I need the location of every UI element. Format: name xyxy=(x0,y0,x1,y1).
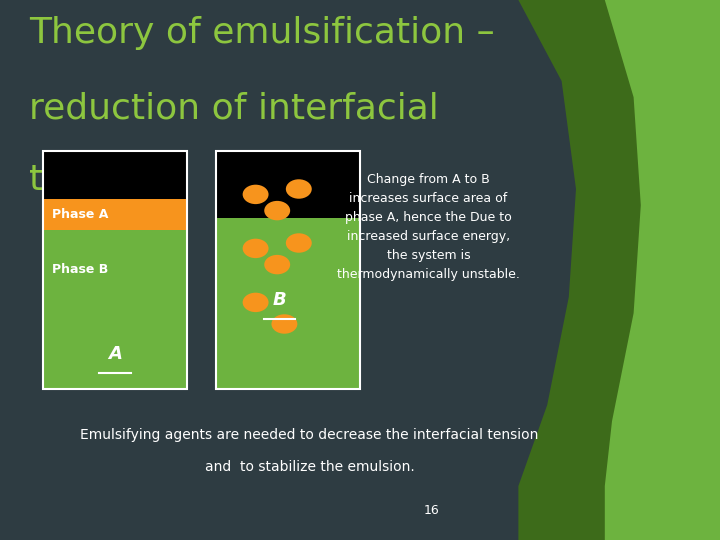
Bar xyxy=(43,151,187,389)
Circle shape xyxy=(264,201,290,220)
Text: B: B xyxy=(272,291,287,309)
Bar xyxy=(43,151,187,199)
Text: A: A xyxy=(108,345,122,363)
Circle shape xyxy=(243,239,269,258)
Circle shape xyxy=(271,314,297,334)
Text: Emulsifying agents are needed to decrease the interfacial tension: Emulsifying agents are needed to decreas… xyxy=(81,428,539,442)
Circle shape xyxy=(286,179,312,199)
Polygon shape xyxy=(518,0,720,540)
Bar xyxy=(43,230,187,389)
Text: Phase B: Phase B xyxy=(52,263,108,276)
Text: Phase A: Phase A xyxy=(52,208,108,221)
Circle shape xyxy=(243,293,269,312)
Text: and  to stabilize the emulsion.: and to stabilize the emulsion. xyxy=(204,460,415,474)
Bar xyxy=(216,151,360,389)
Text: 16: 16 xyxy=(424,504,440,517)
Text: reduction of interfacial: reduction of interfacial xyxy=(29,92,438,126)
Circle shape xyxy=(264,255,290,274)
Polygon shape xyxy=(605,0,720,540)
Bar xyxy=(216,151,360,218)
Bar xyxy=(43,199,187,230)
Bar xyxy=(216,218,360,389)
Text: Change from A to B
increases surface area of
phase A, hence the Due to
increased: Change from A to B increases surface are… xyxy=(337,173,520,281)
Circle shape xyxy=(286,233,312,253)
Text: Theory of emulsification –: Theory of emulsification – xyxy=(29,16,495,50)
Circle shape xyxy=(243,185,269,204)
Text: tension: tension xyxy=(29,162,162,196)
